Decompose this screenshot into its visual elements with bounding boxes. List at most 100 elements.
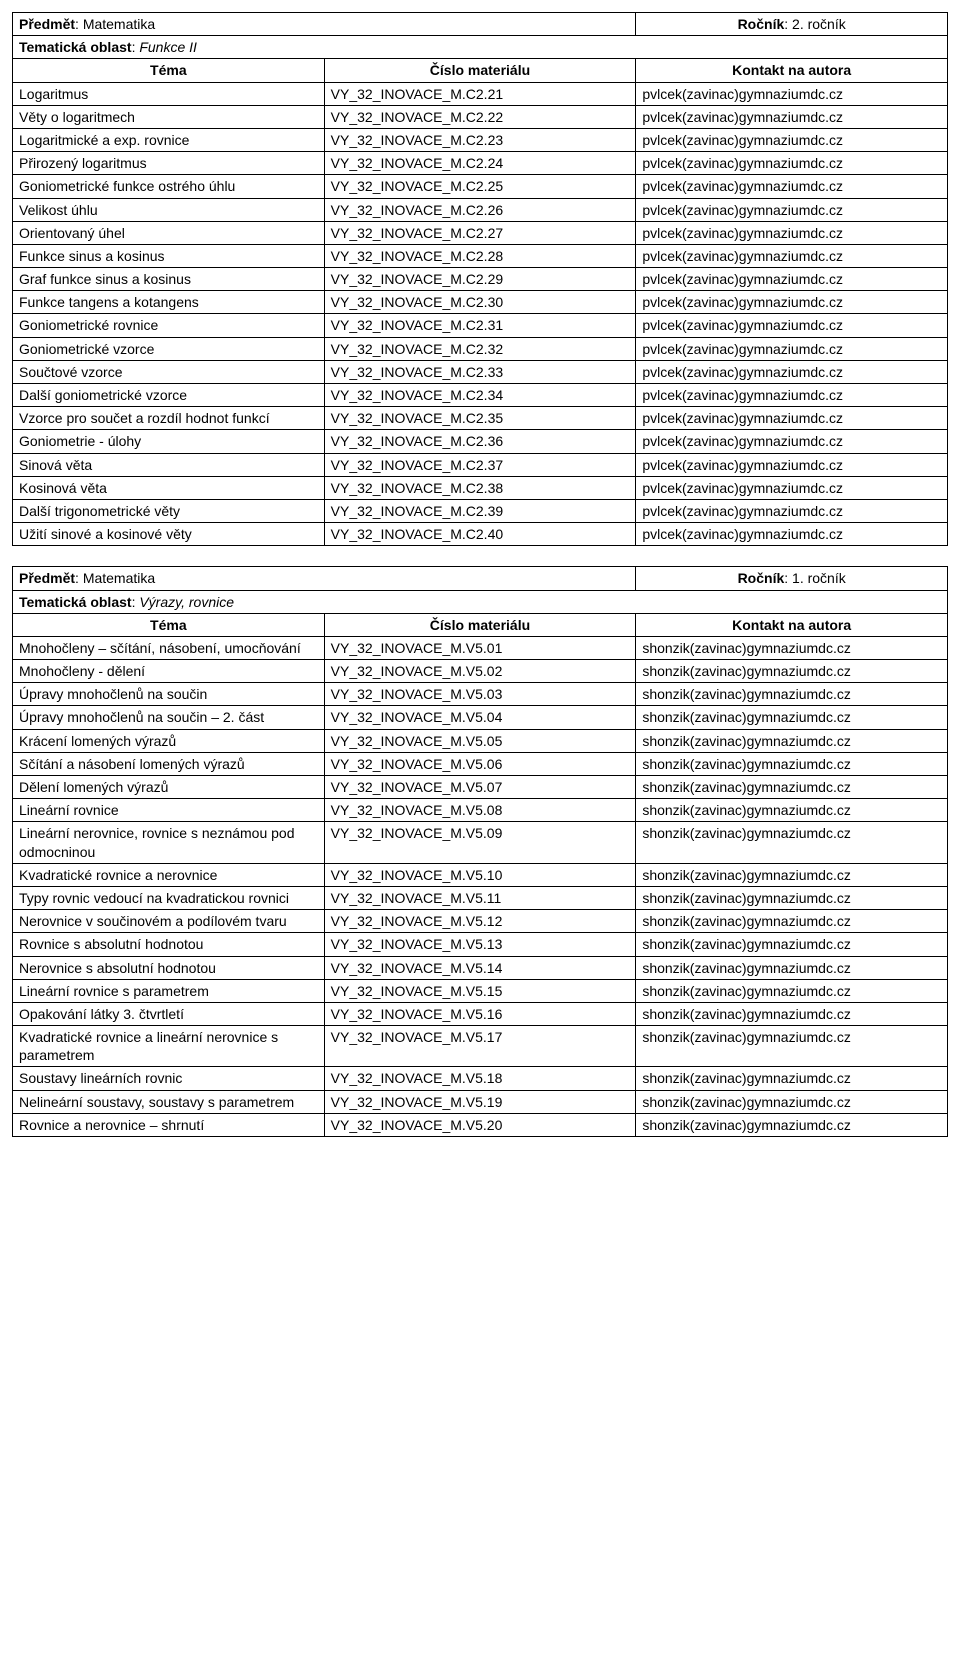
materials-table: Předmět: MatematikaRočník: 1. ročníkTema… [12, 566, 948, 1137]
materials-table: Předmět: MatematikaRočník: 2. ročníkTema… [12, 12, 948, 546]
predmet-value: Matematika [83, 16, 155, 32]
header-cislo: Číslo materiálu [324, 59, 636, 82]
kontakt-cell: shonzik(zavinac)gymnaziumdc.cz [636, 683, 948, 706]
kontakt-cell: pvlcek(zavinac)gymnaziumdc.cz [636, 105, 948, 128]
cislo-cell: VY_32_INOVACE_M.V5.01 [324, 636, 636, 659]
kontakt-cell: shonzik(zavinac)gymnaziumdc.cz [636, 1026, 948, 1067]
kontakt-cell: pvlcek(zavinac)gymnaziumdc.cz [636, 337, 948, 360]
cislo-cell: VY_32_INOVACE_M.V5.10 [324, 863, 636, 886]
predmet-label: Předmět [19, 570, 75, 586]
predmet-cell: Předmět: Matematika [13, 567, 636, 590]
kontakt-cell: shonzik(zavinac)gymnaziumdc.cz [636, 636, 948, 659]
tema-cell: Lineární rovnice s parametrem [13, 979, 325, 1002]
tema-cell: Krácení lomených výrazů [13, 729, 325, 752]
tema-cell: Funkce sinus a kosinus [13, 244, 325, 267]
rocnik-cell: Ročník: 2. ročník [636, 13, 948, 36]
tema-cell: Lineární nerovnice, rovnice s neznámou p… [13, 822, 325, 863]
tema-cell: Úpravy mnohočlenů na součin – 2. část [13, 706, 325, 729]
cislo-cell: VY_32_INOVACE_M.C2.34 [324, 384, 636, 407]
cislo-cell: VY_32_INOVACE_M.C2.23 [324, 128, 636, 151]
cislo-cell: VY_32_INOVACE_M.V5.19 [324, 1090, 636, 1113]
cislo-cell: VY_32_INOVACE_M.V5.14 [324, 956, 636, 979]
table-row: Nelineární soustavy, soustavy s parametr… [13, 1090, 948, 1113]
header-tema: Téma [13, 59, 325, 82]
tema-cell: Nerovnice s absolutní hodnotou [13, 956, 325, 979]
tema-cell: Lineární rovnice [13, 799, 325, 822]
table-row: Užití sinové a kosinové větyVY_32_INOVAC… [13, 523, 948, 546]
cislo-cell: VY_32_INOVACE_M.V5.12 [324, 910, 636, 933]
kontakt-cell: shonzik(zavinac)gymnaziumdc.cz [636, 863, 948, 886]
cislo-cell: VY_32_INOVACE_M.C2.25 [324, 175, 636, 198]
tema-cell: Soustavy lineárních rovnic [13, 1067, 325, 1090]
cislo-cell: VY_32_INOVACE_M.V5.08 [324, 799, 636, 822]
cislo-cell: VY_32_INOVACE_M.C2.37 [324, 453, 636, 476]
cislo-cell: VY_32_INOVACE_M.C2.30 [324, 291, 636, 314]
kontakt-cell: shonzik(zavinac)gymnaziumdc.cz [636, 886, 948, 909]
table-row: Kvadratické rovnice a nerovniceVY_32_INO… [13, 863, 948, 886]
table-row: Typy rovnic vedoucí na kvadratickou rovn… [13, 886, 948, 909]
table-row: Logaritmické a exp. rovniceVY_32_INOVACE… [13, 128, 948, 151]
tema-cell: Další trigonometrické věty [13, 499, 325, 522]
oblast-label: Tematická oblast [19, 39, 132, 55]
table-row: Součtové vzorceVY_32_INOVACE_M.C2.33pvlc… [13, 360, 948, 383]
cislo-cell: VY_32_INOVACE_M.C2.40 [324, 523, 636, 546]
tema-cell: Užití sinové a kosinové věty [13, 523, 325, 546]
cislo-cell: VY_32_INOVACE_M.C2.22 [324, 105, 636, 128]
rocnik-value: 1. ročník [792, 570, 846, 586]
table-row: Rovnice a nerovnice – shrnutíVY_32_INOVA… [13, 1113, 948, 1136]
table-row: Lineární rovniceVY_32_INOVACE_M.V5.08sho… [13, 799, 948, 822]
kontakt-cell: pvlcek(zavinac)gymnaziumdc.cz [636, 198, 948, 221]
table-row: Kvadratické rovnice a lineární nerovnice… [13, 1026, 948, 1067]
kontakt-cell: shonzik(zavinac)gymnaziumdc.cz [636, 979, 948, 1002]
tema-cell: Kvadratické rovnice a nerovnice [13, 863, 325, 886]
table-row: Orientovaný úhelVY_32_INOVACE_M.C2.27pvl… [13, 221, 948, 244]
rocnik-cell: Ročník: 1. ročník [636, 567, 948, 590]
kontakt-cell: pvlcek(zavinac)gymnaziumdc.cz [636, 175, 948, 198]
kontakt-cell: shonzik(zavinac)gymnaziumdc.cz [636, 660, 948, 683]
kontakt-cell: shonzik(zavinac)gymnaziumdc.cz [636, 1113, 948, 1136]
oblast-label: Tematická oblast [19, 594, 132, 610]
table-row: Mnohočleny – sčítání, násobení, umocňová… [13, 636, 948, 659]
table-row: Kosinová větaVY_32_INOVACE_M.C2.38pvlcek… [13, 476, 948, 499]
tema-cell: Orientovaný úhel [13, 221, 325, 244]
tema-cell: Goniometrické vzorce [13, 337, 325, 360]
table-row: Vzorce pro součet a rozdíl hodnot funkcí… [13, 407, 948, 430]
kontakt-cell: shonzik(zavinac)gymnaziumdc.cz [636, 1067, 948, 1090]
rocnik-value: 2. ročník [792, 16, 846, 32]
header-cislo: Číslo materiálu [324, 613, 636, 636]
table-row: Funkce sinus a kosinusVY_32_INOVACE_M.C2… [13, 244, 948, 267]
cislo-cell: VY_32_INOVACE_M.V5.16 [324, 1002, 636, 1025]
oblast-value: Výrazy, rovnice [139, 594, 234, 610]
oblast-cell: Tematická oblast: Výrazy, rovnice [13, 590, 948, 613]
cislo-cell: VY_32_INOVACE_M.C2.24 [324, 152, 636, 175]
tema-cell: Goniometrie - úlohy [13, 430, 325, 453]
kontakt-cell: pvlcek(zavinac)gymnaziumdc.cz [636, 360, 948, 383]
cislo-cell: VY_32_INOVACE_M.C2.35 [324, 407, 636, 430]
table-row: Další trigonometrické větyVY_32_INOVACE_… [13, 499, 948, 522]
tema-cell: Rovnice a nerovnice – shrnutí [13, 1113, 325, 1136]
tema-cell: Mnohočleny - dělení [13, 660, 325, 683]
cislo-cell: VY_32_INOVACE_M.C2.27 [324, 221, 636, 244]
tema-cell: Graf funkce sinus a kosinus [13, 268, 325, 291]
table-row: Goniometrické funkce ostrého úhluVY_32_I… [13, 175, 948, 198]
kontakt-cell: pvlcek(zavinac)gymnaziumdc.cz [636, 152, 948, 175]
table-row: Graf funkce sinus a kosinusVY_32_INOVACE… [13, 268, 948, 291]
kontakt-cell: pvlcek(zavinac)gymnaziumdc.cz [636, 82, 948, 105]
tema-cell: Sčítání a násobení lomených výrazů [13, 752, 325, 775]
tema-cell: Goniometrické rovnice [13, 314, 325, 337]
kontakt-cell: shonzik(zavinac)gymnaziumdc.cz [636, 822, 948, 863]
oblast-value: Funkce II [139, 39, 197, 55]
table-row: LogaritmusVY_32_INOVACE_M.C2.21pvlcek(za… [13, 82, 948, 105]
table-row: Funkce tangens a kotangensVY_32_INOVACE_… [13, 291, 948, 314]
kontakt-cell: pvlcek(zavinac)gymnaziumdc.cz [636, 407, 948, 430]
cislo-cell: VY_32_INOVACE_M.V5.15 [324, 979, 636, 1002]
kontakt-cell: pvlcek(zavinac)gymnaziumdc.cz [636, 453, 948, 476]
tema-cell: Kosinová věta [13, 476, 325, 499]
kontakt-cell: pvlcek(zavinac)gymnaziumdc.cz [636, 499, 948, 522]
cislo-cell: VY_32_INOVACE_M.V5.11 [324, 886, 636, 909]
cislo-cell: VY_32_INOVACE_M.V5.20 [324, 1113, 636, 1136]
header-kontakt: Kontakt na autora [636, 59, 948, 82]
table-row: Mnohočleny - děleníVY_32_INOVACE_M.V5.02… [13, 660, 948, 683]
tema-cell: Nelineární soustavy, soustavy s parametr… [13, 1090, 325, 1113]
table-gap [12, 546, 948, 566]
